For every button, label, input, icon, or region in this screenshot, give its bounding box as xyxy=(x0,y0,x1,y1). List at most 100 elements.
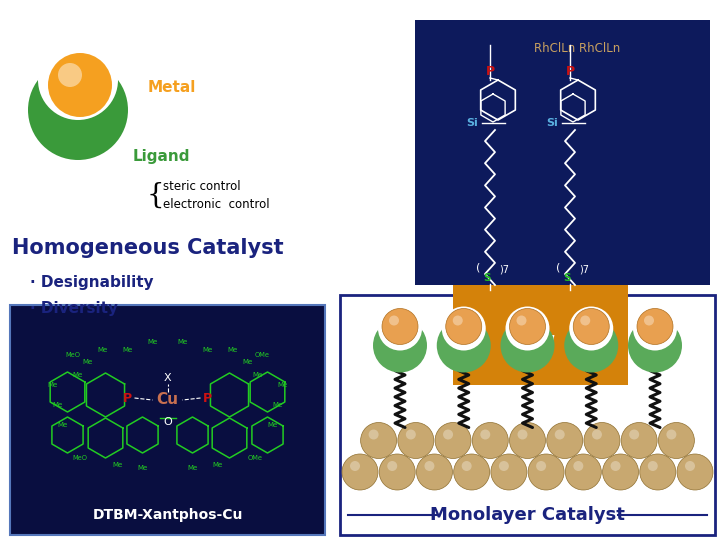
Text: Me: Me xyxy=(267,422,278,428)
Circle shape xyxy=(554,429,564,440)
Circle shape xyxy=(443,429,453,440)
Circle shape xyxy=(398,422,434,458)
Circle shape xyxy=(472,422,508,458)
Circle shape xyxy=(640,454,676,490)
Text: Me: Me xyxy=(202,347,212,353)
Circle shape xyxy=(500,319,554,373)
Circle shape xyxy=(462,461,472,471)
Text: · Diversity: · Diversity xyxy=(30,300,118,315)
Circle shape xyxy=(491,454,527,490)
Circle shape xyxy=(454,454,490,490)
FancyBboxPatch shape xyxy=(10,305,325,535)
Text: Me: Me xyxy=(97,347,107,353)
Text: O: O xyxy=(163,417,172,427)
Circle shape xyxy=(38,40,118,120)
Text: Me: Me xyxy=(53,402,63,408)
Text: Si: Si xyxy=(546,118,558,128)
Circle shape xyxy=(528,454,564,490)
Circle shape xyxy=(361,422,397,458)
Text: )7: )7 xyxy=(579,265,589,275)
Circle shape xyxy=(592,429,602,440)
Text: (: ( xyxy=(556,263,560,273)
Circle shape xyxy=(379,454,415,490)
Text: )7: )7 xyxy=(499,265,509,275)
Circle shape xyxy=(611,461,621,471)
Text: Me: Me xyxy=(272,402,283,408)
Text: Homogeneous Catalyst: Homogeneous Catalyst xyxy=(12,238,284,258)
FancyBboxPatch shape xyxy=(415,20,710,285)
Circle shape xyxy=(573,461,583,471)
Text: P: P xyxy=(123,392,132,404)
Text: Me: Me xyxy=(228,347,238,353)
Circle shape xyxy=(425,461,434,471)
Text: · Designability: · Designability xyxy=(30,274,153,289)
Text: {: { xyxy=(147,181,165,208)
Circle shape xyxy=(499,461,509,471)
Text: Me: Me xyxy=(277,382,287,388)
Circle shape xyxy=(387,461,397,471)
Text: OMe: OMe xyxy=(255,352,270,358)
Text: X: X xyxy=(163,373,171,383)
Circle shape xyxy=(446,308,482,345)
Circle shape xyxy=(685,461,695,471)
Text: Cu: Cu xyxy=(156,393,179,408)
Text: Me: Me xyxy=(212,462,222,468)
Text: Me: Me xyxy=(253,372,263,378)
Text: Me: Me xyxy=(73,372,83,378)
Text: steric control: steric control xyxy=(163,179,240,192)
Circle shape xyxy=(510,422,546,458)
Text: Me: Me xyxy=(48,382,58,388)
Text: Me: Me xyxy=(58,422,68,428)
Text: MeO: MeO xyxy=(72,455,87,461)
Circle shape xyxy=(573,308,609,345)
Circle shape xyxy=(505,307,549,350)
Circle shape xyxy=(633,307,677,350)
Text: P: P xyxy=(203,392,212,404)
Text: Ligand: Ligand xyxy=(133,150,191,165)
Circle shape xyxy=(28,60,128,160)
Circle shape xyxy=(603,454,639,490)
Text: Me: Me xyxy=(138,465,148,471)
Text: OMe: OMe xyxy=(248,455,263,461)
Circle shape xyxy=(629,429,639,440)
Circle shape xyxy=(648,461,658,471)
Circle shape xyxy=(416,454,452,490)
Text: Monolayer Catalyst: Monolayer Catalyst xyxy=(430,506,625,524)
Text: Me: Me xyxy=(112,462,122,468)
Circle shape xyxy=(373,319,427,373)
Circle shape xyxy=(369,429,379,440)
Circle shape xyxy=(580,315,590,326)
Circle shape xyxy=(453,315,463,326)
Circle shape xyxy=(350,461,360,471)
Circle shape xyxy=(48,53,112,117)
Circle shape xyxy=(406,429,416,440)
Text: (: ( xyxy=(476,263,480,273)
Circle shape xyxy=(518,429,528,440)
Circle shape xyxy=(536,461,546,471)
Circle shape xyxy=(382,308,418,345)
Circle shape xyxy=(58,63,82,87)
Text: Me: Me xyxy=(187,465,197,471)
Circle shape xyxy=(437,319,491,373)
Circle shape xyxy=(510,308,546,345)
Circle shape xyxy=(667,429,676,440)
Circle shape xyxy=(389,315,399,326)
Circle shape xyxy=(546,422,582,458)
Circle shape xyxy=(564,319,618,373)
Circle shape xyxy=(378,307,422,350)
Circle shape xyxy=(584,422,620,458)
Circle shape xyxy=(644,315,654,326)
FancyBboxPatch shape xyxy=(340,295,715,535)
Text: MeO: MeO xyxy=(65,352,80,358)
Text: S: S xyxy=(563,273,571,283)
Circle shape xyxy=(480,429,490,440)
Circle shape xyxy=(637,308,673,345)
Text: Me: Me xyxy=(122,347,132,353)
Text: Me: Me xyxy=(177,339,188,345)
Text: Au: Au xyxy=(526,330,555,349)
Circle shape xyxy=(435,422,471,458)
Circle shape xyxy=(442,307,486,350)
Text: P: P xyxy=(565,65,575,78)
Circle shape xyxy=(342,454,378,490)
Text: Me: Me xyxy=(82,359,93,365)
